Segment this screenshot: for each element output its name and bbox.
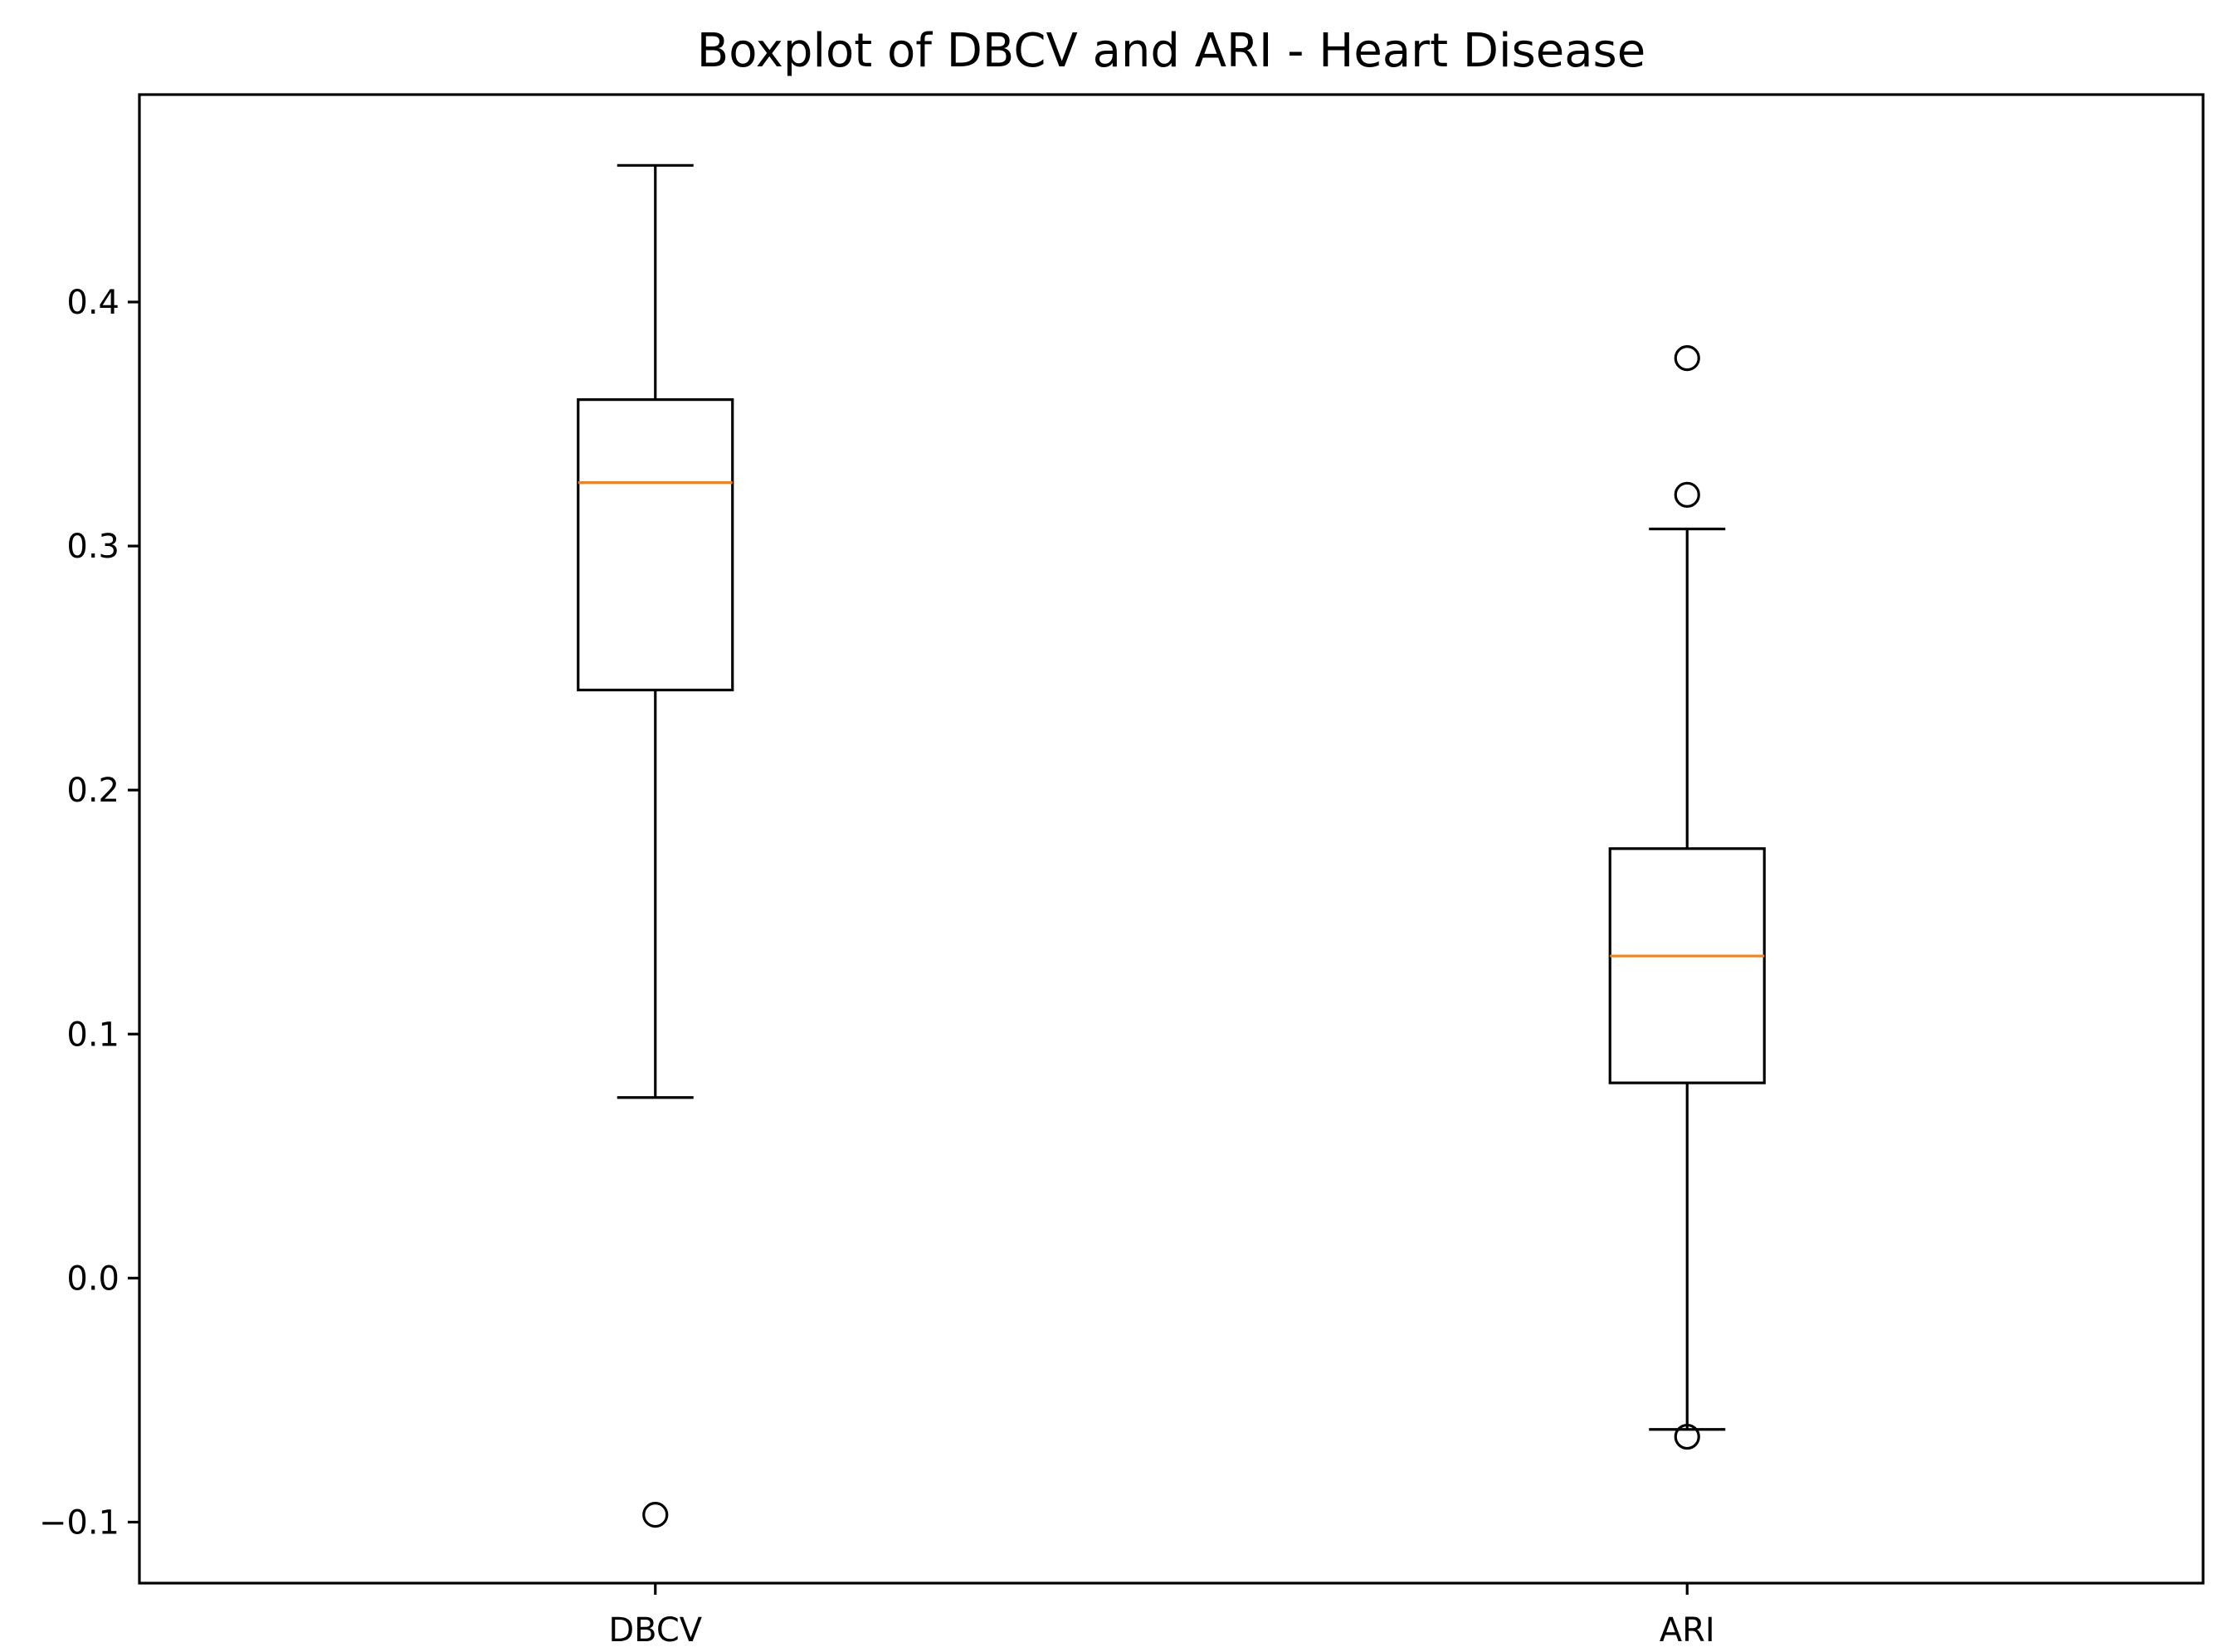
x-tick-label: DBCV: [608, 1611, 702, 1650]
chart-title: Boxplot of DBCV and ARI - Heart Disease: [697, 24, 1645, 78]
dbcv-box: [577, 398, 734, 692]
y-tick-label: 0.4: [66, 284, 119, 322]
ari-box: [1608, 847, 1766, 1084]
x-tick-label: ARI: [1660, 1611, 1715, 1650]
dbcv-outlier: [642, 1502, 669, 1528]
y-tick-label: −0.1: [39, 1503, 119, 1542]
ari-outlier: [1674, 1423, 1700, 1450]
y-tick-label: 0.2: [66, 772, 119, 810]
y-tick-label: 0.1: [66, 1016, 119, 1054]
y-tick-label: 0.0: [66, 1260, 119, 1298]
ari-outlier: [1674, 345, 1700, 372]
ari-outlier: [1674, 481, 1700, 508]
axes-frame: [138, 93, 2205, 1585]
y-tick-label: 0.3: [66, 528, 119, 566]
plot-area: −0.1 0.0 0.1 0.2 0.3 0.4 DBCV ARI: [39, 93, 2205, 1650]
